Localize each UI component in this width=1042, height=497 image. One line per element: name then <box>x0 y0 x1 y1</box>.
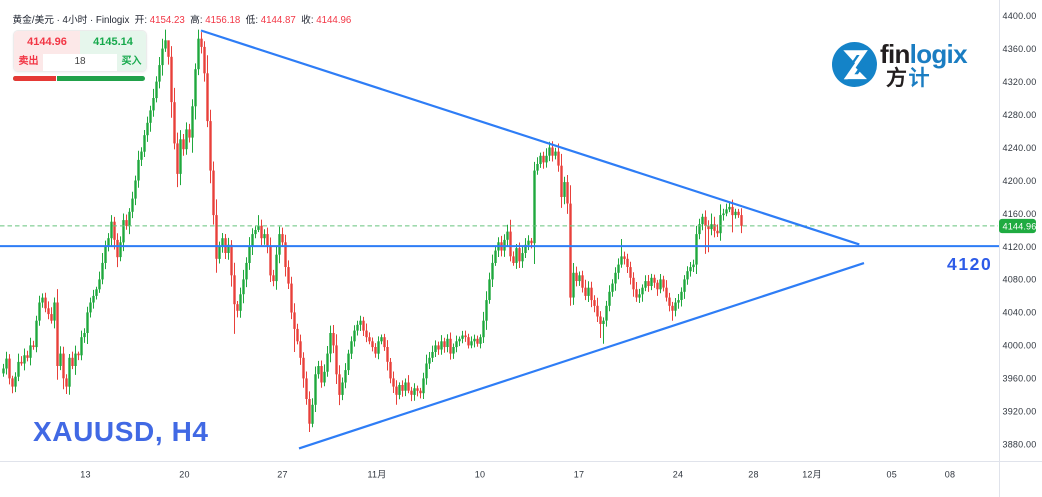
svg-text:27: 27 <box>277 470 287 480</box>
svg-text:4080.00: 4080.00 <box>1003 275 1037 285</box>
svg-text:3880.00: 3880.00 <box>1003 440 1037 450</box>
svg-text:10: 10 <box>475 470 485 480</box>
svg-text:4200.00: 4200.00 <box>1003 176 1037 186</box>
svg-text:08: 08 <box>945 470 955 480</box>
svg-text:20: 20 <box>179 470 189 480</box>
svg-text:12月: 12月 <box>802 470 822 480</box>
svg-text:4160.00: 4160.00 <box>1003 209 1037 219</box>
svg-text:13: 13 <box>80 470 90 480</box>
svg-text:4280.00: 4280.00 <box>1003 110 1037 120</box>
svg-text:05: 05 <box>886 470 896 480</box>
svg-text:17: 17 <box>574 470 584 480</box>
svg-text:4144.96: 4144.96 <box>1003 221 1037 231</box>
svg-text:4120.00: 4120.00 <box>1003 242 1037 252</box>
svg-text:4240.00: 4240.00 <box>1003 143 1037 153</box>
svg-text:4400.00: 4400.00 <box>1003 11 1037 21</box>
svg-text:3960.00: 3960.00 <box>1003 374 1037 384</box>
svg-text:4360.00: 4360.00 <box>1003 44 1037 54</box>
svg-text:4040.00: 4040.00 <box>1003 308 1037 318</box>
svg-text:11月: 11月 <box>368 470 387 480</box>
svg-text:28: 28 <box>748 470 758 480</box>
svg-text:24: 24 <box>673 470 683 480</box>
svg-text:3920.00: 3920.00 <box>1003 407 1037 417</box>
svg-text:4000.00: 4000.00 <box>1003 341 1037 351</box>
svg-text:4320.00: 4320.00 <box>1003 77 1037 87</box>
